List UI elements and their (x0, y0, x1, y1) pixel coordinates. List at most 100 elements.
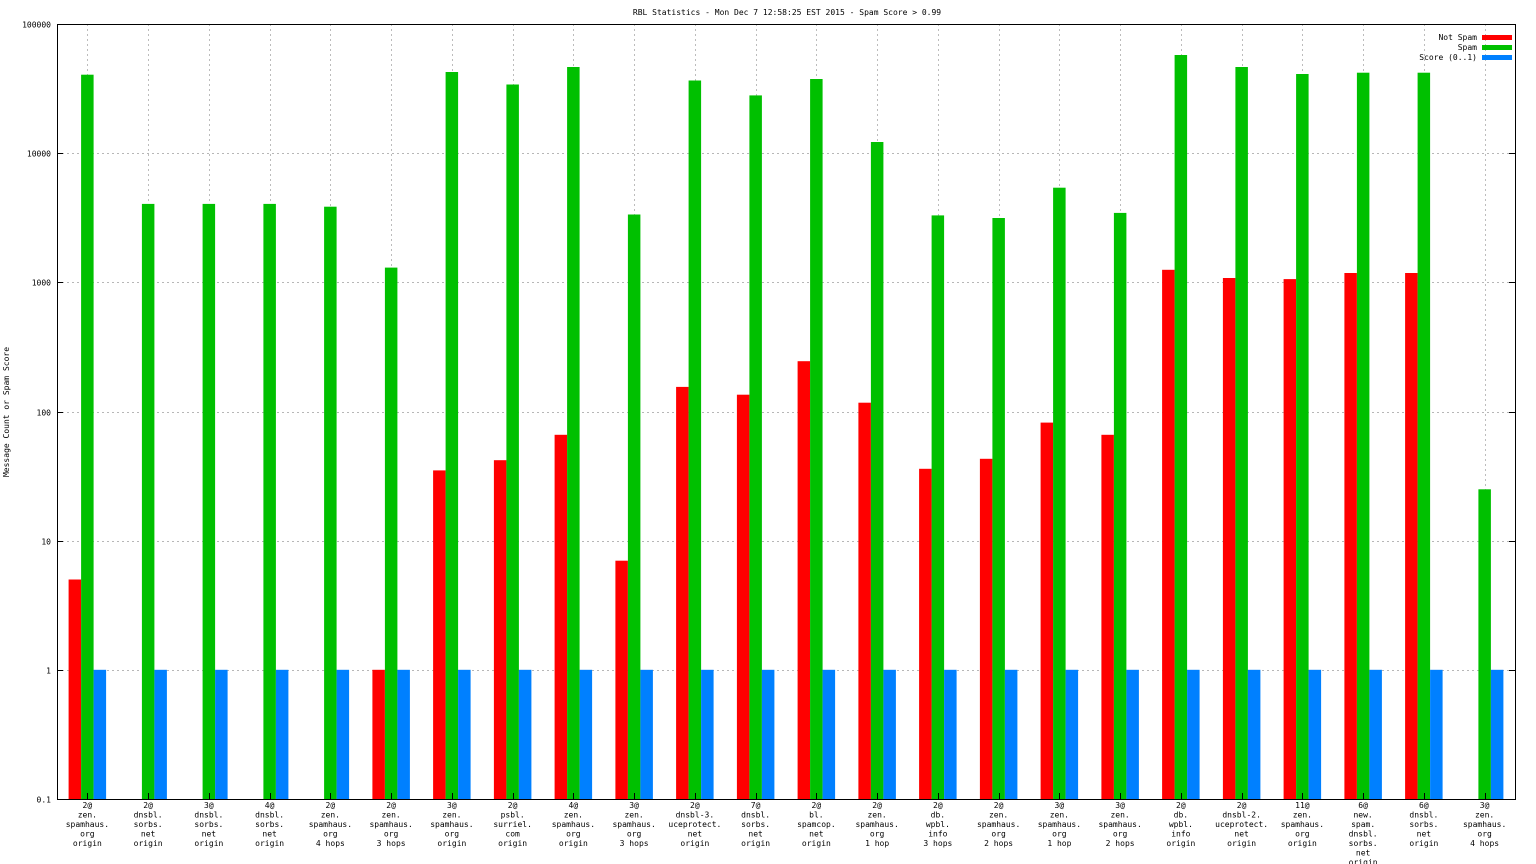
bar-score-0-1 (93, 669, 107, 799)
bar-spam (324, 206, 337, 799)
legend-swatch (1482, 45, 1512, 50)
x-tick-label-line: origin (194, 839, 223, 848)
x-tick-label-line: origin (255, 839, 284, 848)
bar-not-spam (615, 560, 628, 799)
x-tick-label-line: 2@ (508, 801, 518, 810)
y-tick-label: 1 (46, 667, 51, 676)
x-tick-label-line: zen. (381, 811, 400, 820)
x-tick-label-line: 2@ (933, 801, 943, 810)
x-tick-label-line: 3@ (447, 801, 457, 810)
x-tick-label-line: org (627, 830, 642, 839)
bar-score-0-1 (1126, 669, 1139, 799)
x-tick-label-line: sorbs. (255, 820, 284, 829)
bar-spam (931, 215, 945, 799)
bar-not-spam (1344, 273, 1357, 799)
x-tick-label-line: dnsbl-2. (1222, 811, 1261, 820)
bar-score-0-1 (1187, 669, 1200, 799)
bar-spam (810, 79, 823, 799)
x-tick-label-line: dnsbl-3. (676, 811, 715, 820)
bar-spam (202, 203, 216, 799)
bar-spam (141, 203, 155, 799)
bar-spam (506, 84, 519, 799)
x-tick-label-line: spamhaus. (66, 820, 109, 829)
x-tick-label-line: dnsbl. (741, 811, 770, 820)
x-tick-label-line: zen. (624, 811, 643, 820)
x-tick-label-line: org (445, 830, 460, 839)
x-tick-label-line: dnsbl. (1349, 830, 1378, 839)
x-tick-label-line: org (566, 830, 581, 839)
bar-not-spam (919, 468, 932, 799)
x-tick-label-line: 7@ (751, 801, 761, 810)
x-tick-label-line: 2 hops (984, 839, 1013, 848)
bar-score-0-1 (336, 669, 350, 799)
bar-spam (688, 80, 702, 799)
x-tick-label-line: origin (1227, 839, 1256, 848)
x-tick-label-line: 2 hops (1106, 839, 1135, 848)
x-tick-label-line: spamhaus. (977, 820, 1020, 829)
x-tick-label-line: 3 hops (620, 839, 649, 848)
x-tick-label-line: origin (741, 839, 770, 848)
bar-spam (1174, 55, 1188, 799)
x-tick-label-line: origin (559, 839, 588, 848)
x-tick-label-line: dnsbl. (194, 811, 223, 820)
y-tick-label: 10 (41, 538, 51, 547)
x-tick-label-line: spamhaus. (1098, 820, 1141, 829)
x-tick-label-line: net (141, 830, 156, 839)
x-tick-label-line: net (1234, 830, 1249, 839)
bar-not-spam (858, 402, 871, 799)
x-tick-label-line: com (505, 830, 520, 839)
x-tick-label-line: org (80, 830, 95, 839)
x-tick-label-line: zen. (1475, 811, 1494, 820)
x-tick-label-line: net (202, 830, 217, 839)
x-tick-label-line: 4 hops (1470, 839, 1499, 848)
bar-spam (81, 74, 94, 799)
x-tick-label-line: bl. (809, 811, 823, 820)
x-tick-label-line: 6@ (1419, 801, 1429, 810)
y-tick-label: 100000 (22, 21, 51, 30)
x-tick-label-line: 4@ (265, 801, 275, 810)
x-tick-label-line: origin (498, 839, 527, 848)
x-tick-label-line: 3@ (204, 801, 214, 810)
x-tick-label-line: origin (1349, 858, 1378, 864)
x-tick-label-line: sorbs. (194, 820, 223, 829)
bar-not-spam (1162, 269, 1175, 799)
x-tick-label-line: 3 hops (377, 839, 406, 848)
bar-score-0-1 (822, 669, 836, 799)
x-tick-label-line: org (384, 830, 399, 839)
x-tick-label-line: spam. (1351, 820, 1375, 829)
bar-score-0-1 (397, 669, 410, 799)
x-tick-label-line: origin (802, 839, 831, 848)
x-tick-label-line: 2@ (83, 801, 93, 810)
x-tick-label-line: org (323, 830, 338, 839)
x-tick-label-line: 2@ (872, 801, 882, 810)
x-tick-label-line: sorbs. (741, 820, 770, 829)
x-tick-label-line: 3@ (1115, 801, 1125, 810)
bar-score-0-1 (701, 669, 714, 799)
x-tick-label-line: org (1295, 830, 1310, 839)
bar-spam (1235, 67, 1248, 799)
bar-score-0-1 (154, 669, 167, 799)
bar-spam (627, 214, 641, 799)
bar-score-0-1 (458, 669, 471, 799)
x-tick-label-line: 2@ (994, 801, 1004, 810)
x-tick-label-line: org (991, 830, 1006, 839)
x-tick-label-line: 2@ (143, 801, 153, 810)
x-tick-label-line: sorbs. (1349, 839, 1378, 848)
x-tick-label-line: spamcop. (797, 820, 836, 829)
y-axis-label: Message Count or Spam Score (2, 347, 11, 477)
bar-score-0-1 (1430, 669, 1443, 799)
bar-spam (1296, 74, 1309, 799)
x-tick-label-line: new. (1353, 811, 1372, 820)
x-tick-label-line: org (870, 830, 885, 839)
x-tick-label-line: 3@ (1480, 801, 1490, 810)
